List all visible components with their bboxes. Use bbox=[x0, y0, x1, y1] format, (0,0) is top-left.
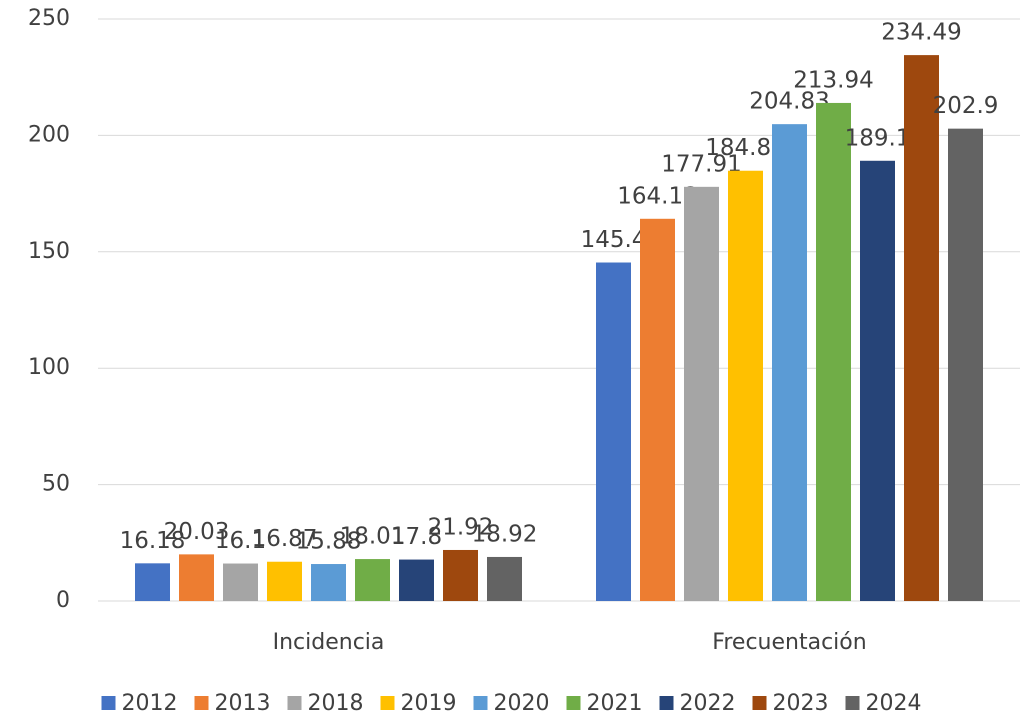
bar bbox=[596, 262, 631, 601]
bar bbox=[948, 128, 983, 601]
legend-swatch bbox=[194, 696, 209, 710]
legend-label: 2022 bbox=[680, 691, 736, 716]
data-label: 17.8 bbox=[391, 524, 442, 550]
data-label: 16.18 bbox=[120, 528, 186, 554]
bar bbox=[640, 218, 675, 602]
legend-label: 2024 bbox=[866, 691, 922, 716]
legend-label: 2023 bbox=[773, 691, 829, 716]
data-label: 16.87 bbox=[252, 526, 318, 552]
legend-swatch bbox=[380, 696, 395, 710]
legend-label: 2021 bbox=[587, 691, 643, 716]
bar bbox=[135, 563, 170, 601]
bar bbox=[904, 55, 939, 601]
bar bbox=[311, 564, 346, 601]
data-label: 16.1 bbox=[215, 528, 266, 554]
bar bbox=[684, 186, 719, 602]
y-tick-label: 250 bbox=[28, 6, 70, 31]
legend-label: 2012 bbox=[122, 691, 178, 716]
bar bbox=[860, 160, 895, 601]
data-label: 234.49 bbox=[881, 20, 961, 46]
bar bbox=[399, 559, 434, 601]
bar bbox=[267, 561, 302, 601]
data-label: 18.01 bbox=[340, 524, 406, 550]
legend-swatch bbox=[287, 696, 302, 710]
legend-swatch bbox=[659, 696, 674, 710]
data-label: 20.03 bbox=[164, 519, 230, 545]
bar bbox=[223, 563, 258, 601]
bar bbox=[443, 549, 478, 601]
y-tick-label: 150 bbox=[28, 239, 70, 264]
legend-label: 2020 bbox=[494, 691, 550, 716]
legend-label: 2018 bbox=[308, 691, 364, 716]
bar bbox=[772, 124, 807, 601]
bar bbox=[816, 102, 851, 601]
data-label: 21.92 bbox=[428, 514, 494, 540]
data-label: 15.88 bbox=[296, 529, 362, 555]
bar bbox=[355, 559, 390, 601]
y-tick-label: 100 bbox=[28, 355, 70, 380]
data-label: 213.94 bbox=[793, 67, 873, 93]
legend-swatch bbox=[473, 696, 488, 710]
x-tick-label: Frecuentación bbox=[712, 630, 866, 655]
legend-swatch bbox=[752, 696, 767, 710]
legend-swatch bbox=[845, 696, 860, 710]
bar bbox=[179, 554, 214, 601]
data-label: 145.4 bbox=[581, 227, 647, 253]
data-label: 18.92 bbox=[472, 521, 538, 547]
data-label: 202.9 bbox=[933, 93, 999, 119]
y-tick-label: 200 bbox=[28, 122, 70, 147]
legend-swatch bbox=[101, 696, 116, 710]
x-tick-label: Incidencia bbox=[273, 630, 385, 655]
legend-swatch bbox=[566, 696, 581, 710]
bar bbox=[728, 170, 763, 601]
legend-label: 2019 bbox=[401, 691, 457, 716]
y-tick-label: 50 bbox=[42, 472, 70, 497]
y-tick-label: 0 bbox=[56, 588, 70, 613]
bar bbox=[487, 556, 522, 601]
data-label: 189.1 bbox=[845, 125, 911, 151]
legend-label: 2013 bbox=[215, 691, 271, 716]
